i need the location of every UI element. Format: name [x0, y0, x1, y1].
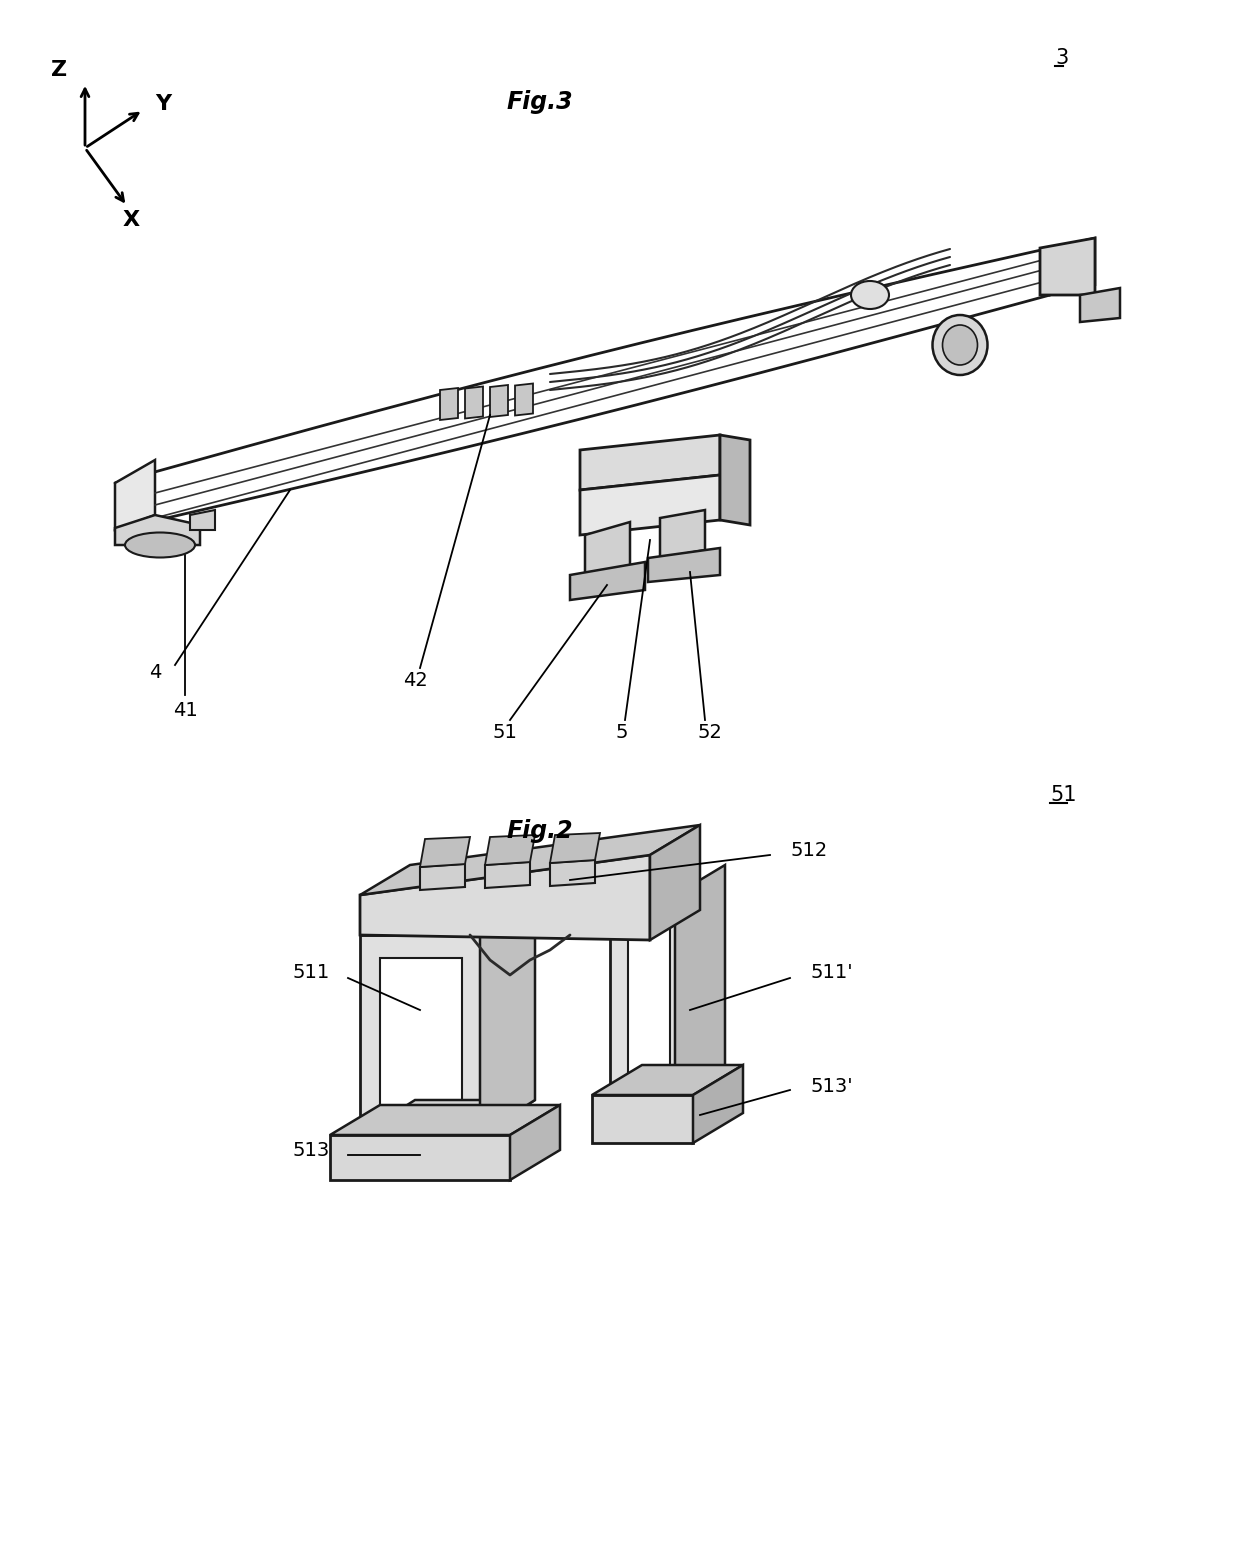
Polygon shape: [1050, 238, 1095, 295]
Polygon shape: [115, 461, 155, 530]
Text: 513': 513': [810, 1077, 853, 1095]
Text: 51: 51: [492, 722, 517, 741]
Polygon shape: [485, 835, 534, 865]
Ellipse shape: [851, 280, 889, 309]
Polygon shape: [585, 522, 630, 575]
Polygon shape: [330, 1135, 510, 1180]
Polygon shape: [420, 837, 470, 867]
Polygon shape: [591, 1066, 743, 1095]
Polygon shape: [440, 389, 458, 420]
Text: X: X: [123, 210, 140, 230]
Polygon shape: [115, 516, 200, 545]
Polygon shape: [610, 895, 675, 1095]
Text: Z: Z: [51, 60, 67, 80]
Polygon shape: [420, 863, 465, 890]
Polygon shape: [490, 385, 508, 417]
Polygon shape: [360, 824, 701, 895]
Ellipse shape: [125, 533, 195, 558]
Polygon shape: [360, 1100, 534, 1135]
Polygon shape: [580, 475, 720, 534]
Polygon shape: [693, 1066, 743, 1142]
Ellipse shape: [942, 324, 977, 365]
Polygon shape: [551, 834, 600, 863]
Polygon shape: [515, 384, 533, 415]
Text: 3: 3: [1055, 49, 1068, 67]
Polygon shape: [675, 865, 725, 1095]
Text: 41: 41: [172, 700, 197, 719]
Polygon shape: [510, 1105, 560, 1180]
Polygon shape: [379, 957, 463, 1113]
Polygon shape: [570, 563, 645, 600]
Text: 5: 5: [616, 722, 629, 741]
Polygon shape: [580, 436, 720, 490]
Text: 51: 51: [1050, 785, 1076, 805]
Text: 4: 4: [149, 663, 161, 683]
Ellipse shape: [932, 315, 987, 375]
Polygon shape: [591, 1095, 693, 1142]
Text: 513: 513: [293, 1141, 330, 1160]
Text: 42: 42: [403, 671, 428, 689]
Polygon shape: [360, 899, 534, 935]
Polygon shape: [627, 917, 670, 1073]
Text: 511: 511: [293, 962, 330, 981]
Polygon shape: [650, 824, 701, 940]
Polygon shape: [360, 935, 480, 1135]
Text: Fig.3: Fig.3: [506, 89, 573, 114]
Polygon shape: [330, 1105, 560, 1135]
Polygon shape: [720, 436, 750, 525]
Polygon shape: [551, 860, 595, 885]
Polygon shape: [1080, 288, 1120, 321]
Text: 52: 52: [698, 722, 723, 741]
Polygon shape: [649, 548, 720, 581]
Text: 512: 512: [790, 840, 827, 860]
Text: Fig.2: Fig.2: [506, 818, 573, 843]
Polygon shape: [1040, 238, 1095, 295]
Polygon shape: [190, 509, 215, 530]
Polygon shape: [360, 856, 650, 940]
Polygon shape: [465, 387, 484, 418]
Polygon shape: [480, 899, 534, 1135]
Text: 511': 511': [810, 962, 853, 981]
Polygon shape: [485, 862, 529, 888]
Text: Y: Y: [155, 94, 171, 114]
Polygon shape: [660, 509, 706, 558]
